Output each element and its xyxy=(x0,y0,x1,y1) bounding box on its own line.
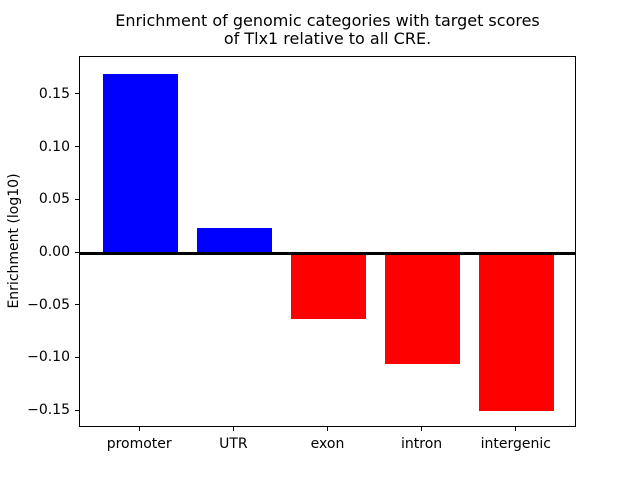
chart-title-line1: Enrichment of genomic categories with ta… xyxy=(115,11,540,30)
x-tick-mark xyxy=(515,427,517,431)
x-tick-label-intergenic: intergenic xyxy=(480,436,551,452)
chart-title-line2: of Tlx1 relative to all CRE. xyxy=(223,29,432,48)
y-tick-mark xyxy=(75,356,79,358)
x-tick-label-intron: intron xyxy=(401,436,443,452)
y-tick-mark xyxy=(75,304,79,306)
y-tick-mark xyxy=(75,251,79,253)
bar-intergenic xyxy=(479,253,555,412)
chart-title: Enrichment of genomic categories with ta… xyxy=(79,12,576,48)
y-tick-label: 0.05 xyxy=(38,191,70,208)
plot-area xyxy=(79,56,576,427)
bar-intron xyxy=(385,253,461,364)
x-tick-mark xyxy=(232,427,234,431)
y-tick-label: −0.10 xyxy=(27,349,70,366)
x-tick-label-UTR: UTR xyxy=(219,436,248,452)
x-tick-mark xyxy=(327,427,328,431)
y-tick-mark xyxy=(75,93,79,95)
x-tick-label-promoter: promoter xyxy=(106,436,172,452)
y-tick-label: −0.05 xyxy=(27,296,70,313)
y-tick-label: 0.00 xyxy=(38,244,70,260)
y-tick-label: 0.15 xyxy=(38,85,70,102)
bar-exon xyxy=(290,253,367,320)
y-tick-mark xyxy=(75,146,79,148)
bar-promoter xyxy=(102,73,178,254)
x-tick-mark xyxy=(421,427,423,431)
x-tick-label-exon: exon xyxy=(310,436,345,452)
x-tick-mark xyxy=(138,427,140,431)
y-tick-mark xyxy=(75,409,79,411)
zero-line xyxy=(80,251,575,255)
bar-UTR xyxy=(196,227,272,253)
y-tick-label: 0.10 xyxy=(38,138,70,155)
y-tick-mark xyxy=(75,198,79,200)
y-tick-label: −0.15 xyxy=(27,402,70,419)
